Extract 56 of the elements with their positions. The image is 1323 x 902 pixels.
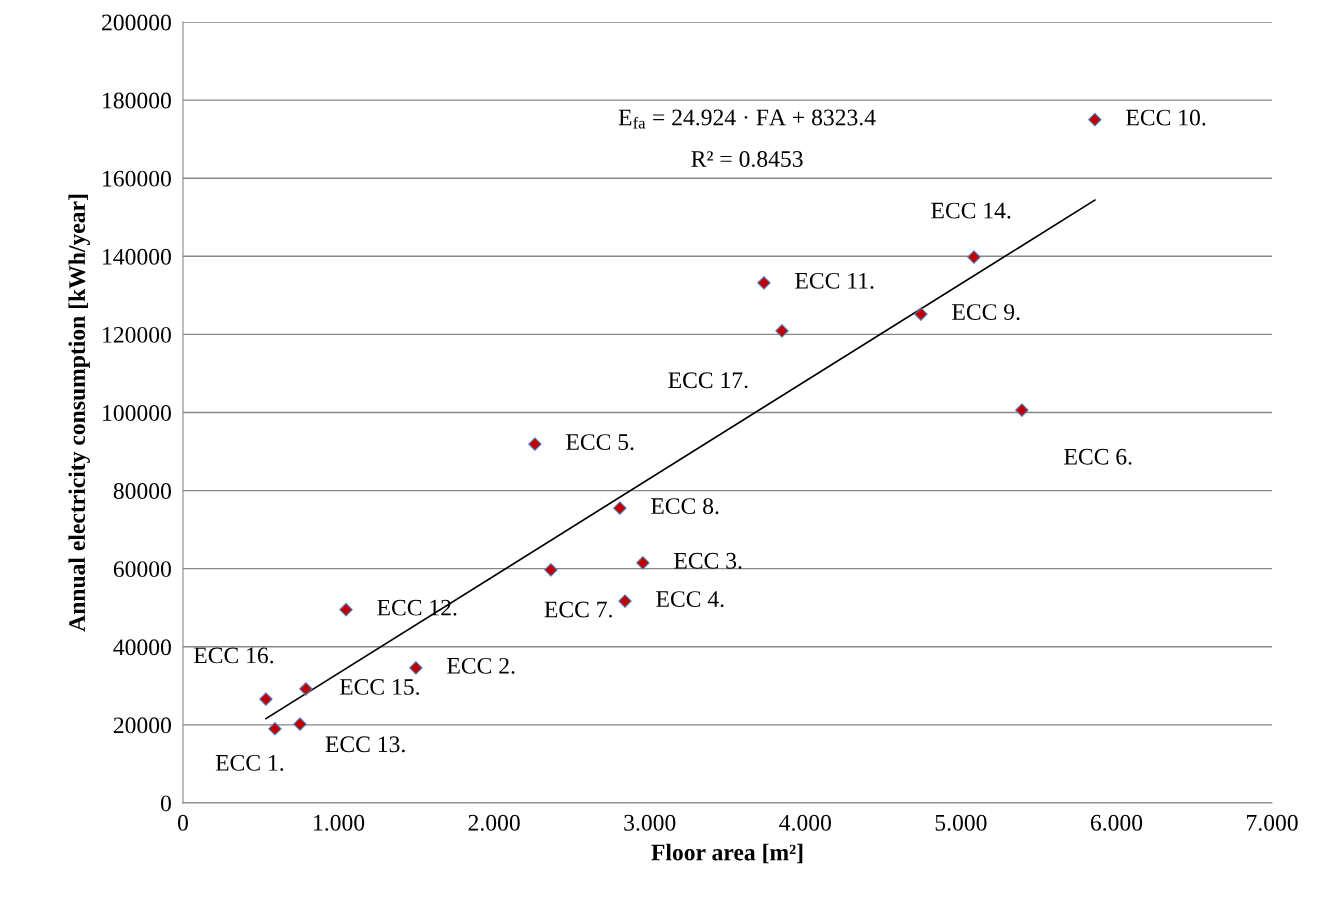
y-tick-label: 120000 xyxy=(103,326,171,343)
point xyxy=(299,682,313,696)
x-tick-label: 1.000 xyxy=(314,814,365,831)
y-axis-title: Annual electricity consumption [kWh/year] xyxy=(68,194,90,632)
annotation: ECC 10. xyxy=(1126,109,1206,126)
point xyxy=(757,276,771,290)
y-tick-label: 160000 xyxy=(103,170,171,187)
annotation: ECC 13. xyxy=(325,736,405,753)
point xyxy=(293,717,307,731)
point xyxy=(544,563,558,577)
y-tick-label: 0 xyxy=(160,795,171,812)
annotation: ECC 16. xyxy=(193,647,274,664)
point xyxy=(339,602,353,617)
annotation: ECC 3. xyxy=(674,552,742,569)
point xyxy=(618,594,632,608)
annotation: ECC 15. xyxy=(339,678,419,695)
y-tick-label: 80000 xyxy=(113,483,171,499)
point xyxy=(528,437,542,451)
point xyxy=(268,722,282,736)
point xyxy=(914,307,928,321)
y-tick-label: 140000 xyxy=(103,248,171,265)
x-axis-title: Floor area [m²] xyxy=(651,843,803,864)
annotation: ECC 8. xyxy=(651,498,719,515)
annotation: ECC 17. xyxy=(668,372,748,389)
annotation: ECC 6. xyxy=(1064,448,1132,465)
annotation: ECC 7. xyxy=(544,601,612,618)
annotation: ECC 5. xyxy=(566,434,634,451)
annotation: ECC 11. xyxy=(795,272,874,289)
x-tick-label: 6.000 xyxy=(1090,814,1143,831)
y-tick-label: 180000 xyxy=(103,92,171,109)
annotation: R² = 0.8453 xyxy=(691,150,803,168)
x-tick-label: 0 xyxy=(177,814,188,831)
annotation: E$_{fa}$ = 24.924 · FA + 8323.4 xyxy=(618,109,876,129)
annotation: ECC 14. xyxy=(931,202,1011,219)
point xyxy=(1015,403,1029,417)
y-tick-label: 20000 xyxy=(113,717,171,734)
x-tick-label: 2.000 xyxy=(468,814,520,831)
x-tick-label: 7.000 xyxy=(1247,814,1298,831)
x-tick-label: 3.000 xyxy=(624,814,676,831)
point xyxy=(1088,112,1102,127)
point xyxy=(636,556,650,570)
annotation: ECC 2. xyxy=(447,657,515,674)
point xyxy=(259,692,273,706)
point xyxy=(613,501,627,515)
annotation: ECC 1. xyxy=(215,754,284,771)
point xyxy=(409,661,423,675)
annotation: ECC 4. xyxy=(656,591,724,608)
y-tick-label: 100000 xyxy=(103,404,171,421)
point xyxy=(967,250,981,264)
y-tick-label: 40000 xyxy=(113,639,171,656)
annotation: ECC 9. xyxy=(952,304,1020,321)
point xyxy=(775,324,789,338)
x-tick-label: 4.000 xyxy=(779,814,831,831)
y-tick-label: 200000 xyxy=(102,14,171,31)
y-tick-label: 60000 xyxy=(113,561,171,578)
x-tick-label: 5.000 xyxy=(935,814,987,831)
